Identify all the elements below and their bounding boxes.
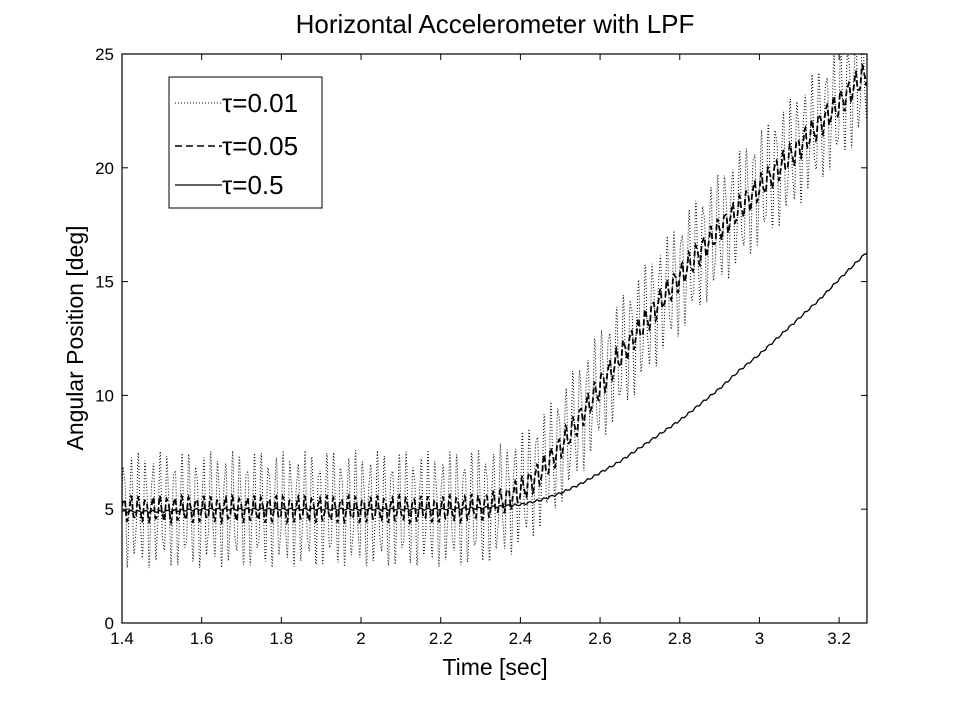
- x-axis-ticks: 1.4 1.6 1.8 2 2.2 2.4 2.6 2.8 3 3.2: [110, 54, 851, 648]
- x-tick-label: 2.6: [588, 629, 612, 648]
- series-layer: [122, 54, 867, 569]
- legend-box: [168, 76, 323, 209]
- series-line-τ=0.5: [122, 252, 867, 514]
- y-axis-ticks: 0 5 10 15 20 25: [95, 45, 867, 633]
- series-line-τ=0.05: [122, 62, 867, 527]
- y-tick-label: 0: [105, 614, 114, 633]
- x-tick-label: 1.4: [110, 629, 134, 648]
- legend-label-tau-0.01: τ=0.01: [222, 88, 298, 118]
- legend: τ=0.01 τ=0.05 τ=0.5: [168, 76, 323, 209]
- legend-label-tau-0.05: τ=0.05: [222, 131, 298, 161]
- y-axis-label: Angular Position [deg]: [62, 225, 88, 450]
- x-tick-label: 2.8: [668, 629, 692, 648]
- series-line-τ=0.01: [122, 54, 867, 569]
- x-tick-label: 2: [356, 629, 365, 648]
- x-tick-label: 2.4: [509, 629, 533, 648]
- x-tick-label: 3: [755, 629, 764, 648]
- x-tick-label: 3.2: [827, 629, 851, 648]
- x-tick-label: 1.6: [190, 629, 214, 648]
- y-tick-label: 15: [95, 273, 114, 292]
- chart-title: Horizontal Accelerometer with LPF: [296, 9, 695, 39]
- y-tick-label: 20: [95, 159, 114, 178]
- x-axis-label: Time [sec]: [442, 654, 547, 680]
- x-tick-label: 1.8: [270, 629, 294, 648]
- x-tick-label: 2.2: [429, 629, 453, 648]
- y-tick-label: 5: [105, 500, 114, 519]
- y-tick-label: 10: [95, 386, 114, 405]
- legend-label-tau-0.5: τ=0.5: [222, 170, 284, 200]
- y-tick-label: 25: [95, 45, 114, 64]
